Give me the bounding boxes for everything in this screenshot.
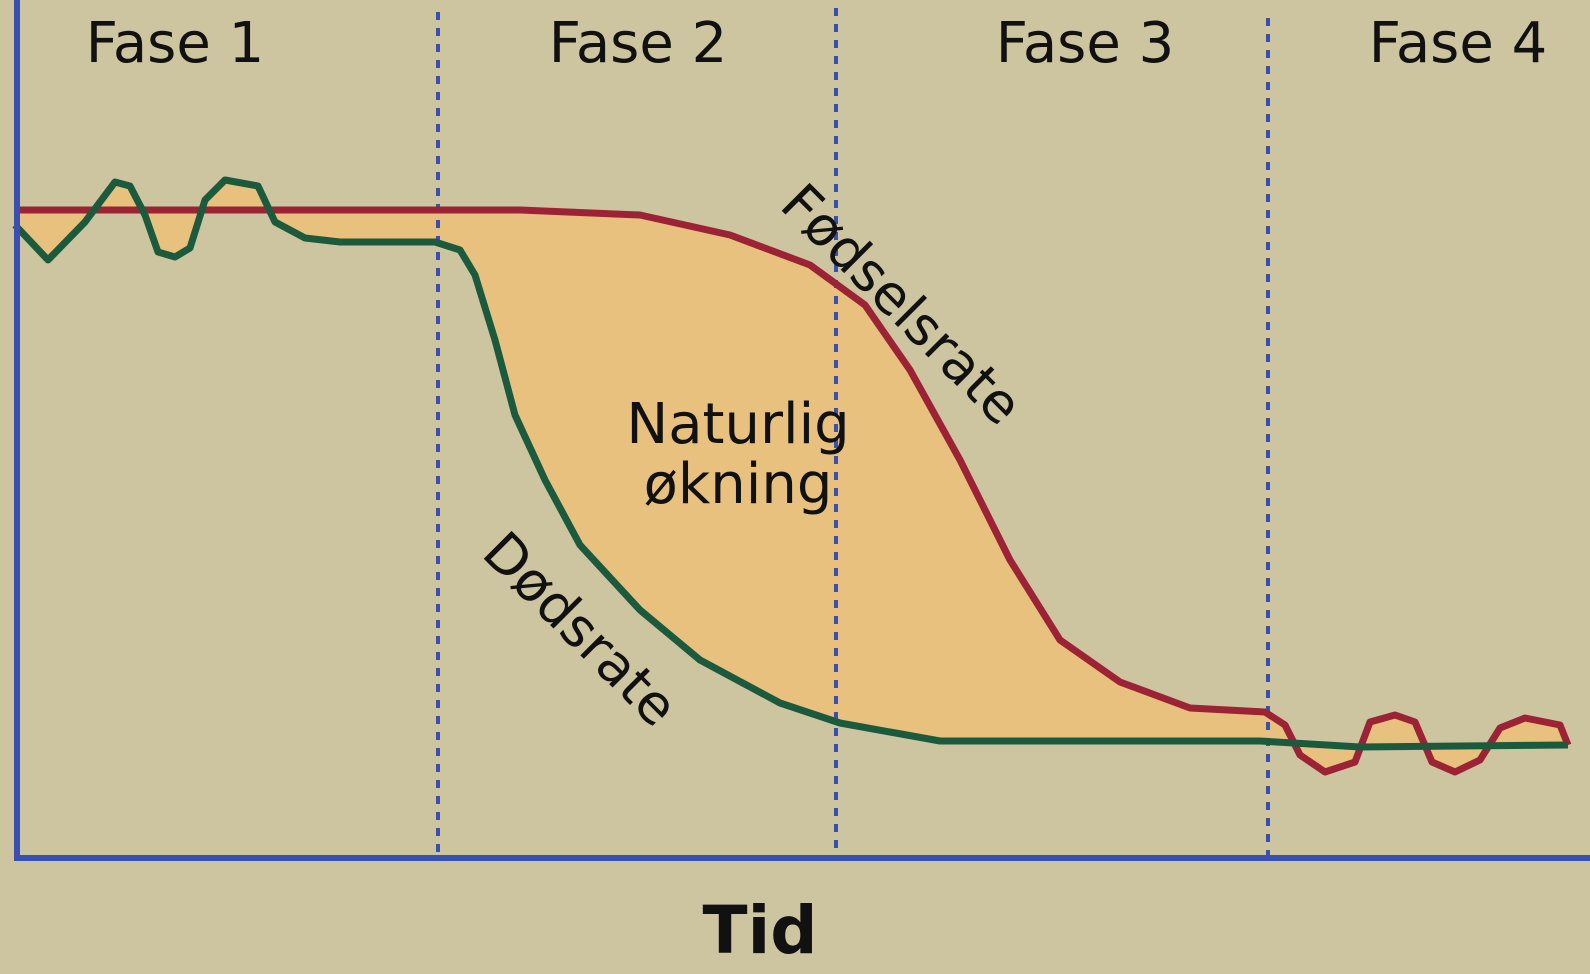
phase-label: Fase 4 xyxy=(1369,11,1547,76)
phase-label: Fase 1 xyxy=(86,11,264,76)
natural-increase-area xyxy=(15,180,1568,772)
phase-label: Fase 3 xyxy=(996,11,1174,76)
death-rate-line xyxy=(12,176,1569,751)
birth-rate-line xyxy=(15,206,1572,776)
phase-label: Fase 2 xyxy=(549,11,727,76)
x-axis-label: Tid xyxy=(703,892,818,969)
gap-label: økning xyxy=(644,452,833,517)
phase-dividers xyxy=(436,8,1270,858)
gap-label: Naturlig xyxy=(626,392,849,457)
